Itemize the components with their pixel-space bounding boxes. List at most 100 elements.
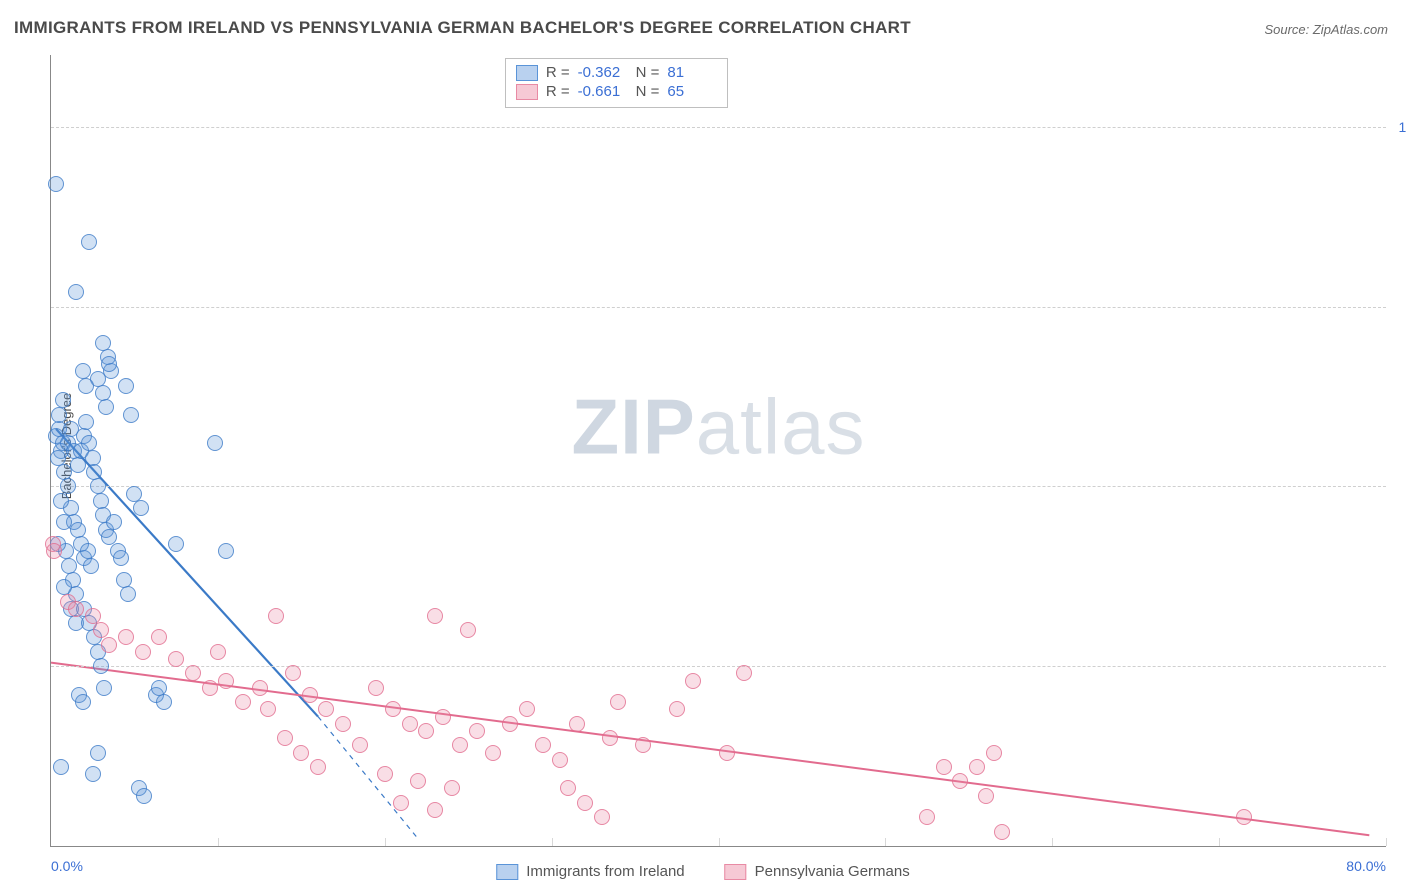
gridline-vertical (1052, 838, 1053, 846)
watermark-bold: ZIP (571, 382, 695, 470)
data-point (68, 601, 84, 617)
data-point (75, 694, 91, 710)
data-point (560, 780, 576, 796)
data-point (460, 622, 476, 638)
data-point (70, 457, 86, 473)
data-point (86, 464, 102, 480)
data-point (106, 514, 122, 530)
data-point (218, 673, 234, 689)
gridline-vertical (218, 838, 219, 846)
data-point (552, 752, 568, 768)
gridline-vertical (552, 838, 553, 846)
data-point (252, 680, 268, 696)
n-label: N = (636, 64, 660, 81)
data-point (133, 500, 149, 516)
data-point (202, 680, 218, 696)
r-value: -0.362 (578, 64, 628, 81)
data-point (635, 737, 651, 753)
data-point (68, 284, 84, 300)
data-point (81, 234, 97, 250)
trend-line-dashed (318, 717, 418, 839)
data-point (123, 407, 139, 423)
x-tick-label: 0.0% (51, 858, 83, 874)
data-point (352, 737, 368, 753)
data-point (310, 759, 326, 775)
r-label: R = (546, 83, 570, 100)
chart-plot-area: ZIPatlas R =-0.362N =81R =-0.661N =65 25… (50, 55, 1386, 847)
data-point (444, 780, 460, 796)
data-point (210, 644, 226, 660)
data-point (185, 665, 201, 681)
watermark: ZIPatlas (571, 381, 865, 472)
data-point (519, 701, 535, 717)
data-point (986, 745, 1002, 761)
source-label: Source: ZipAtlas.com (1264, 22, 1388, 37)
data-point (978, 788, 994, 804)
gridline-vertical (1219, 838, 1220, 846)
data-point (83, 558, 99, 574)
data-point (293, 745, 309, 761)
data-point (95, 335, 111, 351)
y-tick-label: 50.0% (1391, 478, 1406, 494)
data-point (135, 644, 151, 660)
data-point (156, 694, 172, 710)
watermark-rest: atlas (696, 382, 866, 470)
data-point (56, 579, 72, 595)
stats-legend-box: R = -0.362 N = 81R =-0.661N =65 (505, 58, 729, 108)
data-point (235, 694, 251, 710)
gridline-horizontal (51, 486, 1386, 487)
data-point (61, 558, 77, 574)
data-point (719, 745, 735, 761)
data-point (95, 385, 111, 401)
data-point (53, 759, 69, 775)
data-point (435, 709, 451, 725)
r-label: R = (546, 64, 570, 81)
data-point (168, 536, 184, 552)
gridline-horizontal (51, 307, 1386, 308)
data-point (151, 629, 167, 645)
data-point (535, 737, 551, 753)
data-point (53, 493, 69, 509)
data-point (502, 716, 518, 732)
data-point (368, 680, 384, 696)
legend-item: Immigrants from Ireland (496, 863, 684, 880)
y-tick-label: 25.0% (1391, 658, 1406, 674)
data-point (78, 414, 94, 430)
data-point (427, 608, 443, 624)
data-point (969, 759, 985, 775)
stats-row: R =-0.661N =65 (516, 82, 718, 101)
data-point (78, 378, 94, 394)
data-point (952, 773, 968, 789)
data-point (302, 687, 318, 703)
data-point (318, 701, 334, 717)
n-label: N = (636, 83, 660, 100)
legend-swatch-icon (725, 864, 747, 880)
gridline-vertical (1386, 838, 1387, 846)
data-point (1236, 809, 1252, 825)
gridline-vertical (385, 838, 386, 846)
data-point (116, 572, 132, 588)
data-point (277, 730, 293, 746)
data-point (98, 399, 114, 415)
data-point (120, 586, 136, 602)
data-point (218, 543, 234, 559)
data-point (485, 745, 501, 761)
trend-line (51, 663, 1369, 836)
data-point (577, 795, 593, 811)
legend-label: Immigrants from Ireland (526, 863, 684, 880)
gridline-horizontal (51, 666, 1386, 667)
data-point (55, 392, 71, 408)
data-point (569, 716, 585, 732)
data-point (919, 809, 935, 825)
data-point (469, 723, 485, 739)
gridline-vertical (719, 838, 720, 846)
data-point (736, 665, 752, 681)
data-point (101, 637, 117, 653)
n-value: 81 (667, 64, 717, 81)
data-point (427, 802, 443, 818)
data-point (377, 766, 393, 782)
data-point (268, 608, 284, 624)
data-point (168, 651, 184, 667)
data-point (452, 737, 468, 753)
data-point (136, 788, 152, 804)
